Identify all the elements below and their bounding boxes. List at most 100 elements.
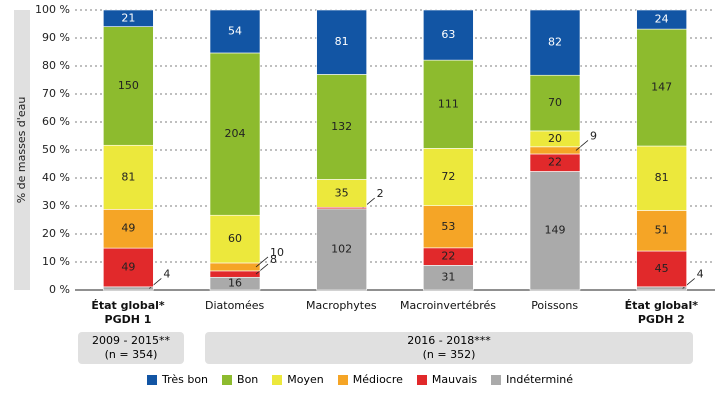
value-label: 45	[655, 262, 669, 275]
y-tick-label: 70 %	[42, 87, 70, 100]
value-label: 132	[331, 120, 352, 133]
leader-line	[255, 263, 269, 275]
value-label: 81	[655, 171, 669, 184]
legend-label: Très bon	[161, 373, 209, 386]
value-label: 24	[655, 13, 669, 26]
value-label: 54	[228, 24, 242, 37]
value-label: 53	[441, 220, 455, 233]
value-label: 60	[228, 232, 242, 245]
legend-label: Bon	[237, 373, 259, 386]
bar-segment	[316, 74, 367, 180]
y-tick-label: 10 %	[42, 255, 70, 268]
value-label: 51	[655, 224, 669, 237]
bar-segment	[423, 9, 474, 61]
bar-segment	[209, 270, 261, 278]
bar-segment	[636, 286, 687, 291]
bar-segment	[316, 179, 367, 208]
y-axis-label: % de masses d'eau	[15, 97, 28, 204]
bar-segment	[103, 9, 154, 27]
legend-label: Moyen	[287, 373, 324, 386]
value-label: 4	[163, 267, 170, 280]
y-tick-label: 80 %	[42, 59, 70, 72]
value-label: 150	[118, 79, 139, 92]
legend-item: Indéterminé	[491, 373, 573, 386]
legend-label: Mauvais	[431, 373, 478, 386]
legend-label: Médiocre	[352, 373, 403, 386]
legend-item: Médiocre	[337, 373, 403, 386]
bar-segment	[316, 9, 367, 75]
value-label: 82	[548, 36, 562, 49]
bar-segment	[529, 171, 581, 291]
y-label-band	[14, 10, 30, 290]
y-tick-label: 0 %	[49, 283, 70, 296]
value-label: 8	[270, 253, 277, 266]
legend-swatch	[416, 374, 427, 385]
value-label: 2	[377, 187, 384, 200]
x-tick-label: Macroinvertébrés	[400, 299, 496, 312]
leader-line	[255, 256, 269, 268]
y-tick-label: 90 %	[42, 31, 70, 44]
value-label: 35	[335, 186, 349, 199]
y-tick-label: 60 %	[42, 115, 70, 128]
value-label: 81	[335, 35, 349, 48]
value-label: 4	[697, 267, 704, 280]
legend-swatch	[146, 374, 157, 385]
y-tick-label: 50 %	[42, 143, 70, 156]
x-tick-label: Poissons	[531, 299, 579, 312]
legend-item: Mauvais	[416, 373, 478, 386]
value-label: 22	[548, 156, 562, 169]
legend-item: Bon	[222, 373, 258, 386]
value-label: 10	[270, 246, 284, 259]
bar-segment	[103, 247, 154, 288]
bar-segment	[103, 286, 154, 291]
y-tick-label: 40 %	[42, 171, 70, 184]
bar-segment	[529, 9, 581, 76]
leader-line	[575, 140, 589, 151]
y-tick-label: 20 %	[42, 227, 70, 240]
bar-segment	[636, 145, 687, 211]
bar-segment	[103, 144, 154, 210]
value-label: 63	[441, 28, 455, 41]
value-label: 9	[590, 129, 597, 142]
legend-swatch	[491, 374, 502, 385]
value-label: 111	[438, 97, 459, 110]
legend-swatch	[222, 374, 233, 385]
value-label: 70	[548, 96, 562, 109]
value-label: 49	[121, 260, 135, 273]
y-tick-label: 100 %	[35, 3, 70, 16]
x-tick-label: État global* PGDH 1	[91, 299, 165, 326]
y-tick-label: 30 %	[42, 199, 70, 212]
x-tick-label: Macrophytes	[306, 299, 377, 312]
legend-swatch	[337, 374, 348, 385]
value-label: 21	[121, 11, 135, 24]
bar-segment	[423, 148, 474, 206]
bar-segment	[529, 146, 581, 155]
bar-segment	[636, 9, 687, 30]
value-label: 149	[545, 224, 566, 237]
bar-segment	[103, 209, 154, 249]
bar-segment	[103, 26, 154, 146]
legend-swatch	[272, 374, 283, 385]
value-label: 72	[441, 170, 455, 183]
bar-segment	[423, 205, 474, 249]
chart: % de masses d'eau 0 % 10 % 20 % 30 % 40 % 50 …	[14, 3, 715, 296]
x-tick-label: Diatomées	[205, 299, 265, 312]
value-label: 20	[548, 132, 562, 145]
bar-segment	[209, 262, 261, 272]
bar-segment	[209, 214, 261, 264]
legend-item: Très bon	[146, 373, 209, 386]
bar-segment	[423, 59, 474, 149]
legend-item: Moyen	[272, 373, 324, 386]
value-label: 31	[441, 271, 455, 284]
value-label: 204	[225, 127, 246, 140]
bar-segment	[636, 28, 687, 147]
value-label: 16	[228, 277, 242, 290]
x-tick-label: État global* PGDH 2	[624, 299, 698, 326]
bar-segment	[316, 208, 367, 291]
value-label: 49	[121, 222, 135, 235]
bar-segment	[209, 9, 261, 54]
bar-segment	[423, 265, 474, 291]
value-label: 147	[651, 81, 672, 94]
legend-label: Indéterminé	[506, 373, 574, 386]
